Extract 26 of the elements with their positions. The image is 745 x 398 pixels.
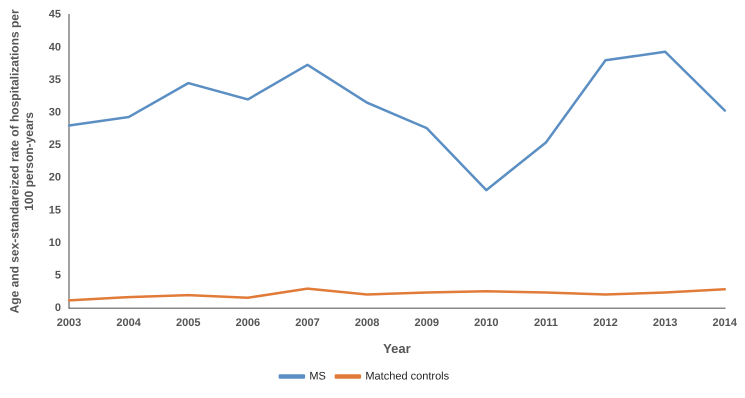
legend-label: Matched controls: [365, 370, 450, 383]
x-tick-label: 2011: [534, 316, 558, 329]
x-tick-label: 2013: [652, 316, 678, 329]
x-axis-title: Year: [383, 340, 411, 356]
x-tick-label: 2004: [116, 316, 142, 329]
x-tick-label: 2010: [474, 316, 499, 329]
y-tick-label: 35: [48, 74, 62, 86]
x-tick-label: 2007: [295, 316, 320, 329]
y-tick-label: 30: [48, 106, 62, 118]
y-tick-label: 0: [54, 302, 62, 314]
y-tick-label: 20: [48, 172, 62, 184]
y-axis-title: Age and sex-standareized rate of hospitalizations per 100 person-years: [8, 9, 36, 314]
y-tick-label: 15: [48, 204, 62, 216]
x-tick-label: 2012: [593, 316, 618, 329]
x-tick-label: 2003: [56, 316, 82, 329]
legend-label: MS: [309, 370, 326, 383]
y-tick-label: 40: [48, 41, 62, 54]
x-tick-label: 2014: [712, 316, 738, 329]
x-tick-label: 2005: [176, 316, 200, 329]
x-tick-label: 2008: [354, 316, 380, 329]
y-tick-label: 10: [48, 236, 62, 249]
y-tick-label: 5: [54, 270, 62, 282]
y-tick-label: 45: [48, 8, 62, 21]
y-tick-label: 25: [48, 139, 62, 152]
x-tick-label: 2006: [236, 316, 260, 329]
x-tick-label: 2009: [414, 316, 439, 329]
